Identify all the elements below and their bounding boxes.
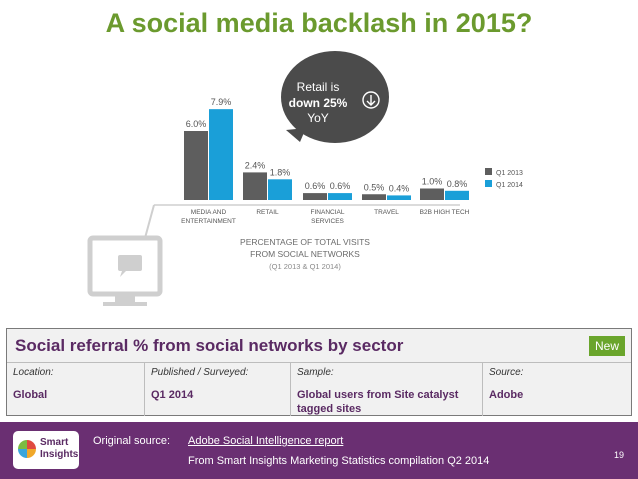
callout-bubble: Retail is down 25% YoY (281, 51, 389, 143)
bar (268, 179, 292, 200)
legend-swatch-q2013 (485, 168, 492, 175)
slide-title: A social media backlash in 2015? (105, 8, 533, 38)
category-label: FINANCIAL (311, 209, 345, 216)
axis-title-line-2: FROM SOCIAL NETWORKS (250, 249, 360, 259)
category-label: B2B HIGH TECH (420, 209, 470, 216)
data-label: 7.9% (211, 97, 232, 107)
legend-label-q2014: Q1 2014 (496, 182, 523, 189)
category-label: TRAVEL (374, 209, 399, 216)
data-label: 1.0% (422, 177, 443, 187)
data-label: 0.5% (364, 182, 385, 192)
sample-label: Sample: (297, 367, 334, 378)
bar (420, 188, 444, 200)
category-label: MEDIA AND (191, 209, 227, 216)
bar (243, 172, 267, 200)
monitor-icon (87, 204, 460, 306)
location-label: Location: (13, 367, 54, 378)
logo-text-line-1: Smart (40, 437, 69, 448)
data-label: 1.8% (270, 167, 291, 177)
bar (303, 193, 327, 200)
source-cell: Source: Adobe (483, 363, 631, 416)
logo-mark-icon (18, 440, 36, 458)
panel-heading: Social referral % from social networks b… (15, 336, 404, 355)
data-label: 0.6% (330, 181, 351, 191)
category-label: ENTERTAINMENT (181, 218, 236, 225)
axis-title-line-3: (Q1 2013 & Q1 2014) (269, 262, 341, 271)
published-value: Q1 2014 (151, 389, 194, 401)
bar (362, 194, 386, 200)
data-label: 2.4% (245, 160, 266, 170)
sample-cell: Sample: Global users from Site catalyst … (291, 363, 483, 416)
smart-insights-logo: Smart Insights (13, 431, 79, 469)
footer: Smart Insights Original source: Adobe So… (0, 422, 638, 479)
down-arrow-icon (362, 91, 380, 109)
location-cell: Location: Global (7, 363, 145, 416)
bar (328, 193, 352, 200)
data-label: 0.6% (305, 181, 326, 191)
legend-swatch-q2014 (485, 180, 492, 187)
source-value: Adobe (489, 389, 524, 401)
source-link[interactable]: Adobe Social Intelligence report (188, 435, 344, 447)
data-label: 6.0% (186, 119, 207, 129)
logo-text: Smart Insights (40, 437, 78, 461)
axis-title: PERCENTAGE OF TOTAL VISITS FROM SOCIAL N… (240, 237, 370, 271)
source-label: Source: (489, 367, 524, 378)
bar (445, 190, 469, 200)
published-cell: Published / Surveyed: Q1 2014 (145, 363, 291, 416)
sample-value: Global users from Site catalyst tagged s… (297, 389, 459, 415)
location-value: Global (13, 389, 48, 401)
category-label: SERVICES (311, 218, 344, 225)
callout-line-3: YoY (307, 111, 329, 125)
page-number: 19 (613, 450, 624, 460)
source-note: From Smart Insights Marketing Statistics… (188, 455, 490, 467)
callout-line-2: down 25% (289, 96, 348, 110)
data-label: 0.8% (447, 179, 468, 189)
logo-text-line-2: Insights (40, 449, 79, 460)
category-label: RETAIL (256, 209, 279, 216)
callout-line-1: Retail is (297, 80, 340, 94)
bar (209, 109, 233, 200)
axis-title-line-1: PERCENTAGE OF TOTAL VISITS (240, 237, 370, 247)
published-label: Published / Surveyed: (151, 367, 249, 378)
new-badge: New (588, 336, 625, 356)
bar (387, 195, 411, 200)
bar (184, 131, 208, 200)
bar-chart: Retail is down 25% YoY Q1 2013 Q1 2014 P… (87, 51, 523, 306)
source-label-text: Original source: (93, 435, 171, 447)
panel-grid: Location: Global Published / Surveyed: Q… (7, 362, 631, 416)
legend-label-q2013: Q1 2013 (496, 170, 523, 177)
chart-legend: Q1 2013 Q1 2014 (485, 168, 523, 189)
data-label: 0.4% (389, 183, 410, 193)
info-panel: Social referral % from social networks b… (6, 328, 632, 416)
